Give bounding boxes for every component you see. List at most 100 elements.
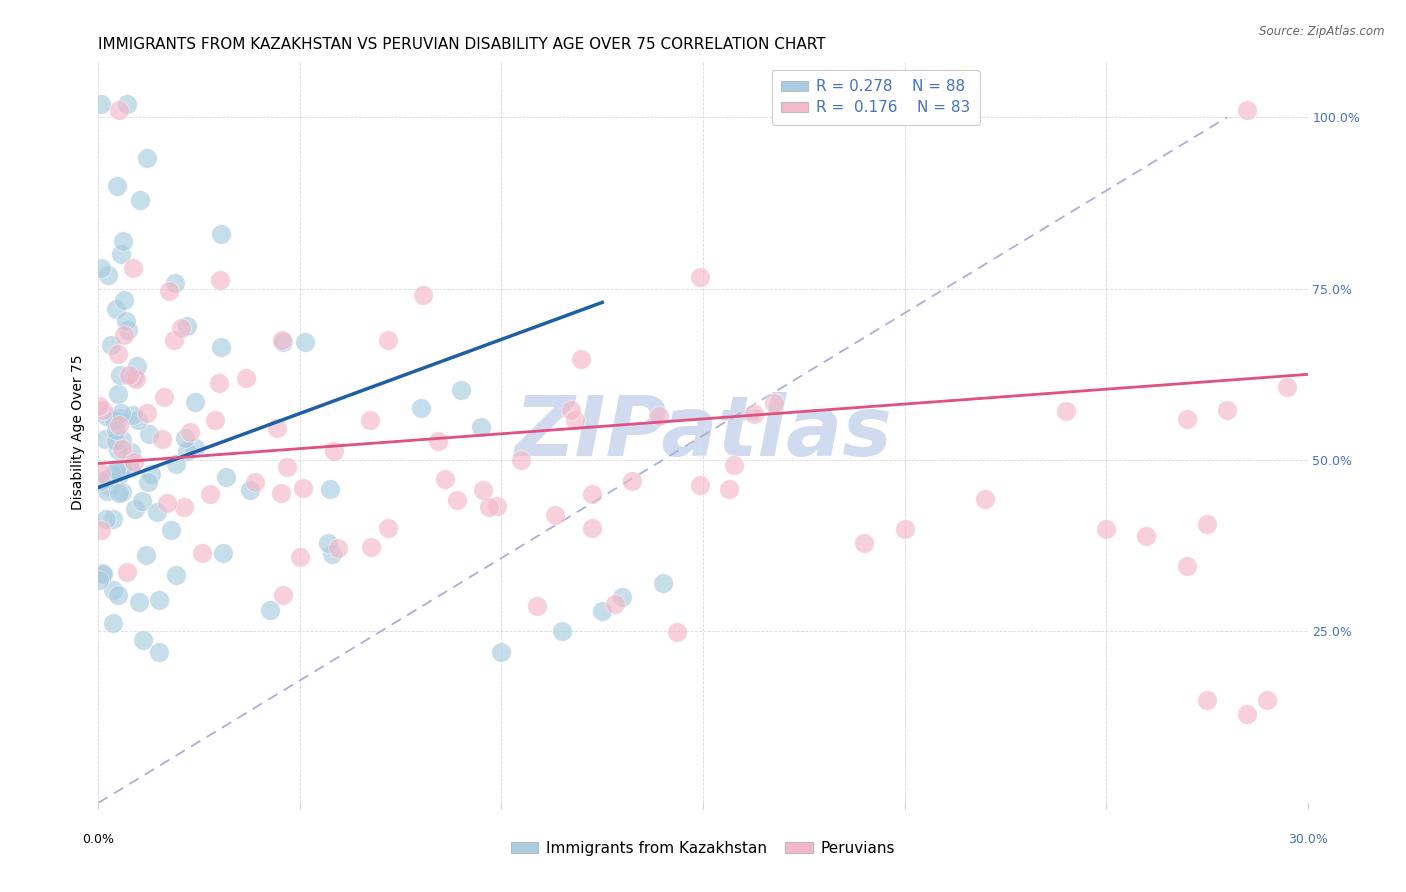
Point: [426, 434, 449, 448]
Point: [651, 576, 673, 591]
Text: 30.0%: 30.0%: [1288, 833, 1327, 847]
Point: [135, 548, 157, 562]
Point: [581, 521, 603, 535]
Point: [1195, 693, 1218, 707]
Point: [173, 500, 195, 515]
Point: [762, 396, 785, 410]
Point: [104, 423, 127, 437]
Point: [235, 371, 257, 385]
Point: [107, 443, 129, 458]
Point: [689, 270, 711, 285]
Text: 0.0%: 0.0%: [83, 833, 114, 847]
Point: [291, 481, 314, 495]
Point: [111, 460, 134, 475]
Point: [211, 227, 233, 241]
Point: [138, 426, 160, 441]
Point: [974, 491, 997, 506]
Point: [98, 472, 121, 486]
Point: [107, 588, 129, 602]
Point: [173, 431, 195, 445]
Point: [107, 468, 129, 483]
Point: [170, 321, 193, 335]
Point: [412, 288, 434, 302]
Point: [103, 512, 125, 526]
Point: [509, 453, 531, 467]
Text: IMMIGRANTS FROM KAZAKHSTAN VS PERUVIAN DISABILITY AGE OVER 75 CORRELATION CHART: IMMIGRANTS FROM KAZAKHSTAN VS PERUVIAN D…: [98, 37, 827, 52]
Point: [591, 604, 613, 618]
Point: [163, 276, 186, 290]
Point: [90, 466, 112, 480]
Point: [209, 340, 232, 354]
Point: [112, 234, 135, 248]
Point: [121, 261, 143, 276]
Point: [316, 536, 339, 550]
Point: [97, 479, 120, 493]
Point: [569, 351, 592, 366]
Point: [125, 371, 148, 385]
Point: [239, 483, 262, 498]
Point: [89, 574, 111, 588]
Point: [156, 496, 179, 510]
Point: [200, 487, 222, 501]
Point: [215, 470, 238, 484]
Point: [526, 599, 548, 613]
Point: [212, 546, 235, 560]
Point: [1236, 103, 1258, 118]
Point: [603, 597, 626, 611]
Point: [718, 482, 741, 496]
Point: [1175, 411, 1198, 425]
Point: [551, 624, 574, 639]
Legend: Immigrants from Kazakhstan, Peruvians: Immigrants from Kazakhstan, Peruvians: [505, 835, 901, 862]
Point: [276, 460, 298, 475]
Point: [270, 486, 292, 500]
Point: [208, 376, 231, 391]
Point: [117, 323, 139, 337]
Point: [359, 413, 381, 427]
Point: [90, 261, 112, 276]
Point: [270, 333, 292, 347]
Point: [131, 494, 153, 508]
Point: [110, 406, 132, 420]
Point: [90, 524, 112, 538]
Point: [111, 433, 134, 447]
Point: [120, 461, 142, 475]
Point: [893, 522, 915, 536]
Point: [433, 471, 456, 485]
Point: [377, 520, 399, 534]
Point: [1095, 522, 1118, 536]
Point: [125, 359, 148, 373]
Point: [112, 328, 135, 343]
Point: [478, 500, 501, 514]
Point: [472, 483, 495, 497]
Point: [666, 624, 689, 639]
Point: [136, 152, 159, 166]
Point: [148, 593, 170, 607]
Point: [150, 432, 173, 446]
Point: [107, 417, 129, 432]
Point: [111, 442, 134, 456]
Point: [103, 413, 125, 427]
Point: [114, 314, 136, 328]
Point: [742, 407, 765, 421]
Point: [176, 444, 198, 458]
Point: [204, 412, 226, 426]
Point: [245, 475, 267, 489]
Point: [581, 486, 603, 500]
Point: [1135, 529, 1157, 543]
Point: [96, 409, 118, 424]
Point: [103, 583, 125, 598]
Point: [165, 567, 187, 582]
Point: [128, 595, 150, 609]
Point: [104, 463, 127, 477]
Point: [409, 401, 432, 416]
Point: [1256, 693, 1278, 707]
Point: [288, 549, 311, 564]
Point: [470, 420, 492, 434]
Point: [97, 268, 120, 282]
Point: [107, 347, 129, 361]
Point: [90, 566, 112, 581]
Point: [1236, 706, 1258, 721]
Point: [128, 193, 150, 207]
Point: [612, 590, 634, 604]
Point: [271, 334, 294, 349]
